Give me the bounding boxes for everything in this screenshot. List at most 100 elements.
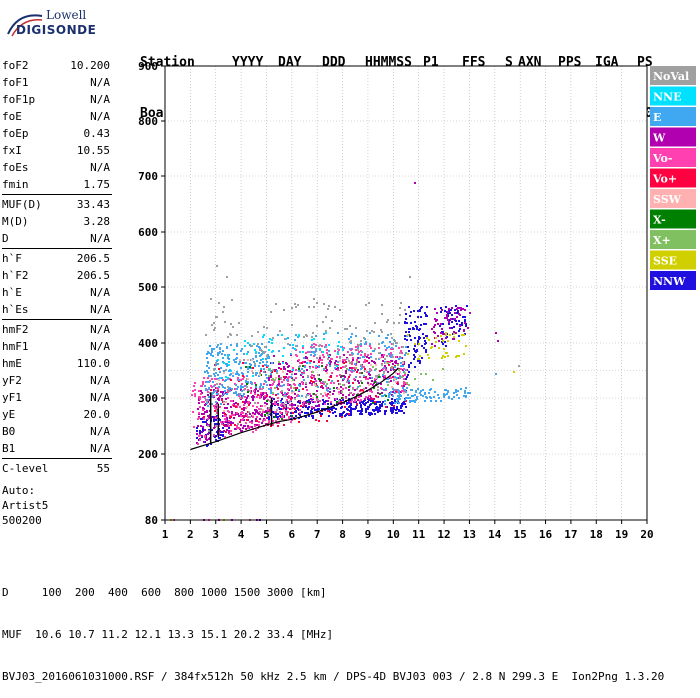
echo-point	[266, 403, 268, 405]
param-row: M(D) 3.28	[2, 213, 112, 230]
echo-point	[335, 398, 337, 400]
echo-point	[219, 347, 221, 349]
echo-point	[224, 407, 226, 409]
logo-lowell-text: Lowell	[46, 8, 87, 22]
echo-point	[391, 360, 393, 362]
echo-point	[311, 400, 313, 402]
echo-point	[403, 412, 405, 414]
echo-point	[341, 397, 343, 399]
echo-point	[402, 362, 404, 364]
echo-point	[245, 380, 247, 382]
echo-point	[301, 411, 303, 413]
echo-point	[358, 382, 360, 384]
echo-point	[325, 332, 327, 334]
echo-point	[454, 318, 456, 320]
echo-point	[266, 417, 268, 419]
echo-point	[348, 413, 350, 415]
echo-point	[381, 364, 383, 366]
echo-point	[311, 384, 313, 386]
echo-point	[406, 376, 408, 378]
echo-point	[262, 409, 264, 411]
echo-point	[262, 420, 264, 422]
echo-point	[357, 353, 359, 355]
echo-point	[326, 372, 328, 374]
echo-point	[237, 386, 239, 388]
echo-point	[230, 323, 232, 325]
echo-point	[236, 427, 238, 429]
echo-point	[268, 407, 270, 409]
echo-point	[381, 331, 383, 333]
echo-point	[445, 334, 447, 336]
echo-point	[287, 370, 289, 372]
legend-swatch	[650, 148, 696, 167]
echo-point	[398, 369, 400, 371]
echo-point	[229, 374, 231, 376]
echo-point	[414, 394, 416, 396]
echo-point	[192, 411, 194, 413]
x-tick-label: 1	[162, 528, 169, 541]
echo-point	[225, 431, 227, 433]
y-tick-label: 600	[138, 226, 158, 239]
echo-point	[242, 362, 244, 364]
legend-swatch	[650, 230, 696, 249]
echo-point	[348, 394, 350, 396]
echo-point	[404, 374, 406, 376]
echo-point	[259, 386, 261, 388]
echo-point	[370, 356, 372, 358]
legend-item-NNW: NNW	[650, 271, 696, 290]
echo-point	[368, 302, 370, 304]
echo-point	[399, 371, 401, 373]
echo-point	[288, 365, 290, 367]
echo-point	[287, 396, 289, 398]
echo-point	[374, 401, 376, 403]
echo-point	[375, 375, 377, 377]
echo-point	[303, 357, 305, 359]
echo-point	[260, 392, 262, 394]
echo-point	[235, 361, 237, 363]
echo-point	[387, 378, 389, 380]
echo-point	[333, 390, 335, 392]
outlier-point	[409, 276, 411, 278]
echo-point	[379, 357, 381, 359]
echo-point	[426, 335, 428, 337]
echo-point	[351, 371, 353, 373]
echo-point	[405, 391, 407, 393]
echo-point	[243, 425, 245, 427]
echo-point	[315, 350, 317, 352]
echo-point	[313, 338, 315, 340]
echo-point	[355, 367, 357, 369]
echo-point	[372, 400, 374, 402]
cluster-X-	[245, 365, 389, 420]
echo-point	[369, 414, 371, 416]
echo-point	[272, 350, 274, 352]
echo-point	[251, 370, 253, 372]
echo-point	[210, 389, 212, 391]
echo-point	[207, 394, 209, 396]
echo-point	[217, 344, 219, 346]
echo-point	[275, 394, 277, 396]
echo-point	[328, 350, 330, 352]
echo-point	[295, 415, 297, 417]
echo-point	[448, 321, 450, 323]
echo-point	[287, 383, 289, 385]
echo-point	[197, 425, 199, 427]
echo-point	[203, 377, 205, 379]
echo-point	[318, 408, 320, 410]
echo-point	[299, 414, 301, 416]
echo-point	[399, 398, 401, 400]
echo-point	[302, 347, 304, 349]
echo-point	[378, 374, 380, 376]
echo-point	[280, 377, 282, 379]
echo-point	[254, 365, 256, 367]
echo-point	[281, 418, 283, 420]
x-tick-label: 3	[212, 528, 219, 541]
echo-point	[338, 388, 340, 390]
echo-point	[216, 412, 218, 414]
echo-point	[291, 406, 293, 408]
echo-point	[356, 403, 358, 405]
echo-point	[451, 398, 453, 400]
echo-point	[245, 366, 247, 368]
echo-point	[224, 387, 226, 389]
echo-point	[207, 418, 209, 420]
echo-point	[223, 370, 225, 372]
